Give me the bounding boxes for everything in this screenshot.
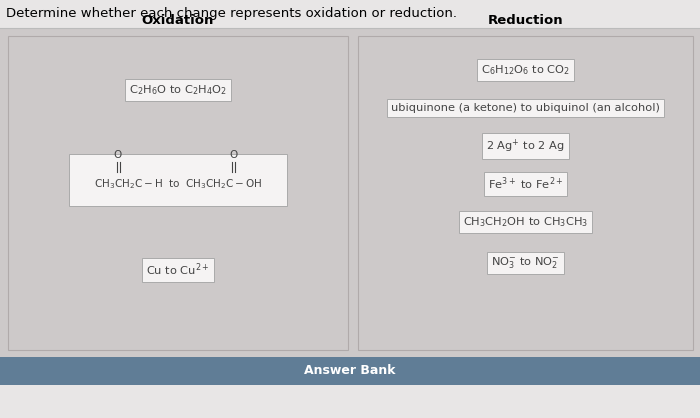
FancyBboxPatch shape (0, 357, 700, 385)
Text: $\mathregular{CH_3CH_2OH}$ to $\mathregular{CH_3CH_3}$: $\mathregular{CH_3CH_2OH}$ to $\mathregu… (463, 215, 588, 229)
Text: Determine whether each change represents oxidation or reduction.: Determine whether each change represents… (6, 8, 457, 20)
Text: Answer Bank: Answer Bank (304, 364, 395, 377)
FancyBboxPatch shape (69, 154, 287, 206)
FancyBboxPatch shape (358, 36, 693, 350)
Text: O: O (229, 150, 237, 160)
Text: Fe$^{3+}$ to Fe$^{2+}$: Fe$^{3+}$ to Fe$^{2+}$ (488, 176, 564, 192)
Text: $\mathregular{C_6H_{12}O_6}$ to $\mathregular{CO_2}$: $\mathregular{C_6H_{12}O_6}$ to $\mathre… (481, 63, 570, 77)
Text: $\mathregular{C_2H_6O}$ to $\mathregular{C_2H_4O_2}$: $\mathregular{C_2H_6O}$ to $\mathregular… (129, 83, 227, 97)
Text: 2 Ag$^{+}$ to 2 Ag: 2 Ag$^{+}$ to 2 Ag (486, 138, 565, 155)
Text: Cu to Cu$^{2+}$: Cu to Cu$^{2+}$ (146, 262, 210, 278)
Text: ubiquinone (a ketone) to ubiquinol (an alcohol): ubiquinone (a ketone) to ubiquinol (an a… (391, 103, 660, 113)
Text: $\mathregular{NO_3^{-}}$ to $\mathregular{NO_2^{-}}$: $\mathregular{NO_3^{-}}$ to $\mathregula… (491, 255, 560, 270)
FancyBboxPatch shape (0, 0, 700, 28)
Text: Reduction: Reduction (488, 14, 564, 27)
FancyBboxPatch shape (0, 28, 700, 385)
Text: Oxidation: Oxidation (142, 14, 214, 27)
FancyBboxPatch shape (8, 36, 348, 350)
Text: $\mathregular{CH_3CH_2C-H}$  to  $\mathregular{CH_3CH_2C-OH}$: $\mathregular{CH_3CH_2C-H}$ to $\mathreg… (94, 177, 262, 191)
Text: O: O (114, 150, 122, 160)
